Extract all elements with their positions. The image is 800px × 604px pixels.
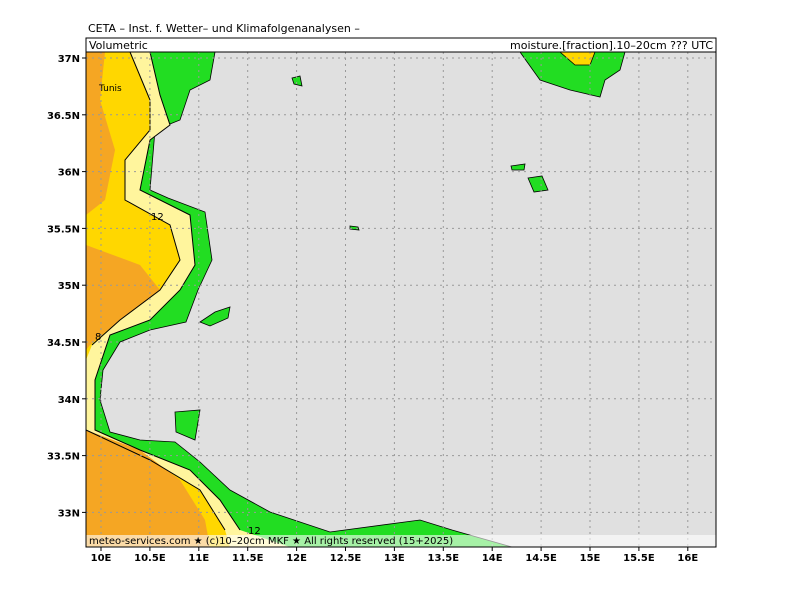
lat-label: 37N bbox=[58, 54, 80, 65]
moisture-light bbox=[86, 52, 290, 547]
malta bbox=[510, 163, 549, 193]
lon-label: 14.5E bbox=[525, 553, 557, 564]
contour bbox=[94, 51, 241, 531]
lat-label: 35.5N bbox=[47, 224, 80, 235]
lon-label: 12.5E bbox=[330, 553, 362, 564]
lat-label: 34N bbox=[58, 395, 80, 406]
contour-label: 12 bbox=[248, 526, 261, 537]
lon-label: 13E bbox=[384, 553, 405, 564]
header-right: moisture.[fraction].10–20cm ??? UTC bbox=[510, 39, 713, 52]
lon-label: 16E bbox=[677, 553, 698, 564]
contour bbox=[91, 51, 181, 346]
org-title: CETA – Inst. f. Wetter– und Klimafolgena… bbox=[88, 22, 360, 35]
lon-label: 10E bbox=[91, 553, 112, 564]
city-label: Tunis bbox=[98, 84, 122, 94]
footer-box bbox=[86, 535, 716, 547]
lon-label: 13.5E bbox=[428, 553, 460, 564]
grid bbox=[86, 52, 716, 547]
moisture-high bbox=[86, 52, 210, 547]
footer: meteo-services.com ★ (c)10–20cm MKF ★ Al… bbox=[89, 536, 453, 547]
lat-label: 34.5N bbox=[47, 338, 80, 349]
lon-label: 11E bbox=[188, 553, 209, 564]
djerba bbox=[174, 409, 201, 441]
lon-label: 10.5E bbox=[134, 553, 166, 564]
lon-label: 15.5E bbox=[623, 553, 655, 564]
contour-label: 8 bbox=[95, 332, 101, 343]
frame bbox=[85, 51, 717, 548]
ticks: 37N 36.5N 36N 35.5N 35N 34.5N 34N 33.5N 33N 10E 10… bbox=[47, 54, 698, 564]
lat-label: 36N bbox=[58, 168, 80, 179]
contour bbox=[85, 429, 226, 531]
header-left: Volumetric bbox=[89, 39, 148, 52]
contour-label: 12 bbox=[151, 212, 164, 223]
lon-label: 12E bbox=[286, 553, 307, 564]
lat-label: 35N bbox=[58, 281, 80, 292]
lat-label: 36.5N bbox=[47, 111, 80, 122]
moisture-mid bbox=[86, 52, 230, 547]
lat-label: 33N bbox=[58, 508, 80, 519]
kerkennah bbox=[199, 306, 231, 327]
sicily bbox=[519, 51, 626, 98]
lat-label: 33.5N bbox=[47, 452, 80, 463]
lon-label: 11.5E bbox=[232, 553, 264, 564]
plot-area: Tunis 12 8 12 meteo-services.com ★ (c)10… bbox=[85, 51, 717, 548]
lon-label: 14E bbox=[482, 553, 503, 564]
islet bbox=[291, 75, 303, 87]
lon-label: 15E bbox=[580, 553, 601, 564]
